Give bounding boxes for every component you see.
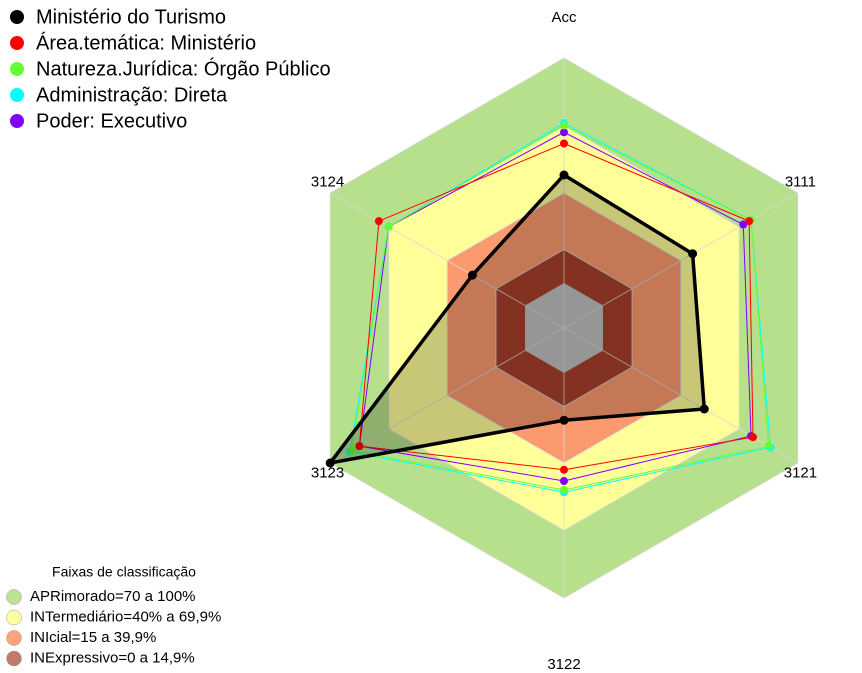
series-point — [384, 222, 393, 231]
axis-label: Acc — [551, 9, 577, 26]
spoke — [563, 327, 799, 464]
series-point — [467, 270, 477, 280]
legend-label: Ministério do Turismo — [36, 6, 226, 28]
series-point — [559, 170, 569, 180]
legend-label: Administração: Direta — [36, 84, 228, 106]
spoke — [329, 192, 565, 329]
series-point — [559, 415, 569, 425]
series-point — [560, 486, 568, 494]
series-point — [749, 433, 758, 442]
band-legend-marker — [6, 650, 22, 667]
legend-marker — [10, 114, 24, 128]
series-point — [560, 465, 568, 474]
legend-label: Área.temática: Ministério — [36, 31, 256, 54]
band-legend-marker — [6, 630, 22, 646]
legend-marker — [10, 36, 24, 50]
series-point — [699, 404, 709, 414]
band-legend-marker — [6, 589, 22, 605]
legend-marker — [10, 62, 24, 76]
series-point — [560, 128, 568, 137]
band-legend-label: INIcial=15 a 39,9% — [30, 629, 156, 646]
band-legend-label: INExpressivo=0 a 14,9% — [30, 649, 195, 666]
series-point — [347, 446, 356, 455]
series-point — [745, 217, 754, 226]
series-point — [764, 442, 773, 451]
series-point — [325, 458, 335, 468]
series-point — [739, 220, 748, 229]
spoke — [329, 327, 565, 464]
legend-label: Natureza.Jurídica: Órgão Público — [36, 57, 331, 80]
series-point — [374, 217, 383, 226]
bands-title: Faixas de classificação — [52, 564, 196, 580]
series-point — [688, 249, 698, 259]
axis-label: 3111 — [785, 173, 816, 190]
legend-marker — [10, 88, 24, 102]
legend-marker — [10, 10, 24, 24]
series-point — [560, 139, 568, 148]
series-point — [560, 477, 568, 485]
axis-label: 3122 — [547, 656, 580, 673]
band-legend-label: INTermediário=40% a 69,9% — [30, 608, 221, 625]
band-legend-marker — [6, 609, 22, 626]
axis-label: 3123 — [311, 465, 344, 482]
series-point — [355, 442, 364, 451]
spoke — [563, 192, 799, 329]
axis-label: 3124 — [311, 173, 344, 190]
series-point — [560, 121, 568, 130]
legend-label: Poder: Executivo — [36, 110, 187, 132]
axis-label: 3121 — [784, 465, 817, 482]
band-legend-label: APRimorado=70 a 100% — [30, 588, 196, 605]
